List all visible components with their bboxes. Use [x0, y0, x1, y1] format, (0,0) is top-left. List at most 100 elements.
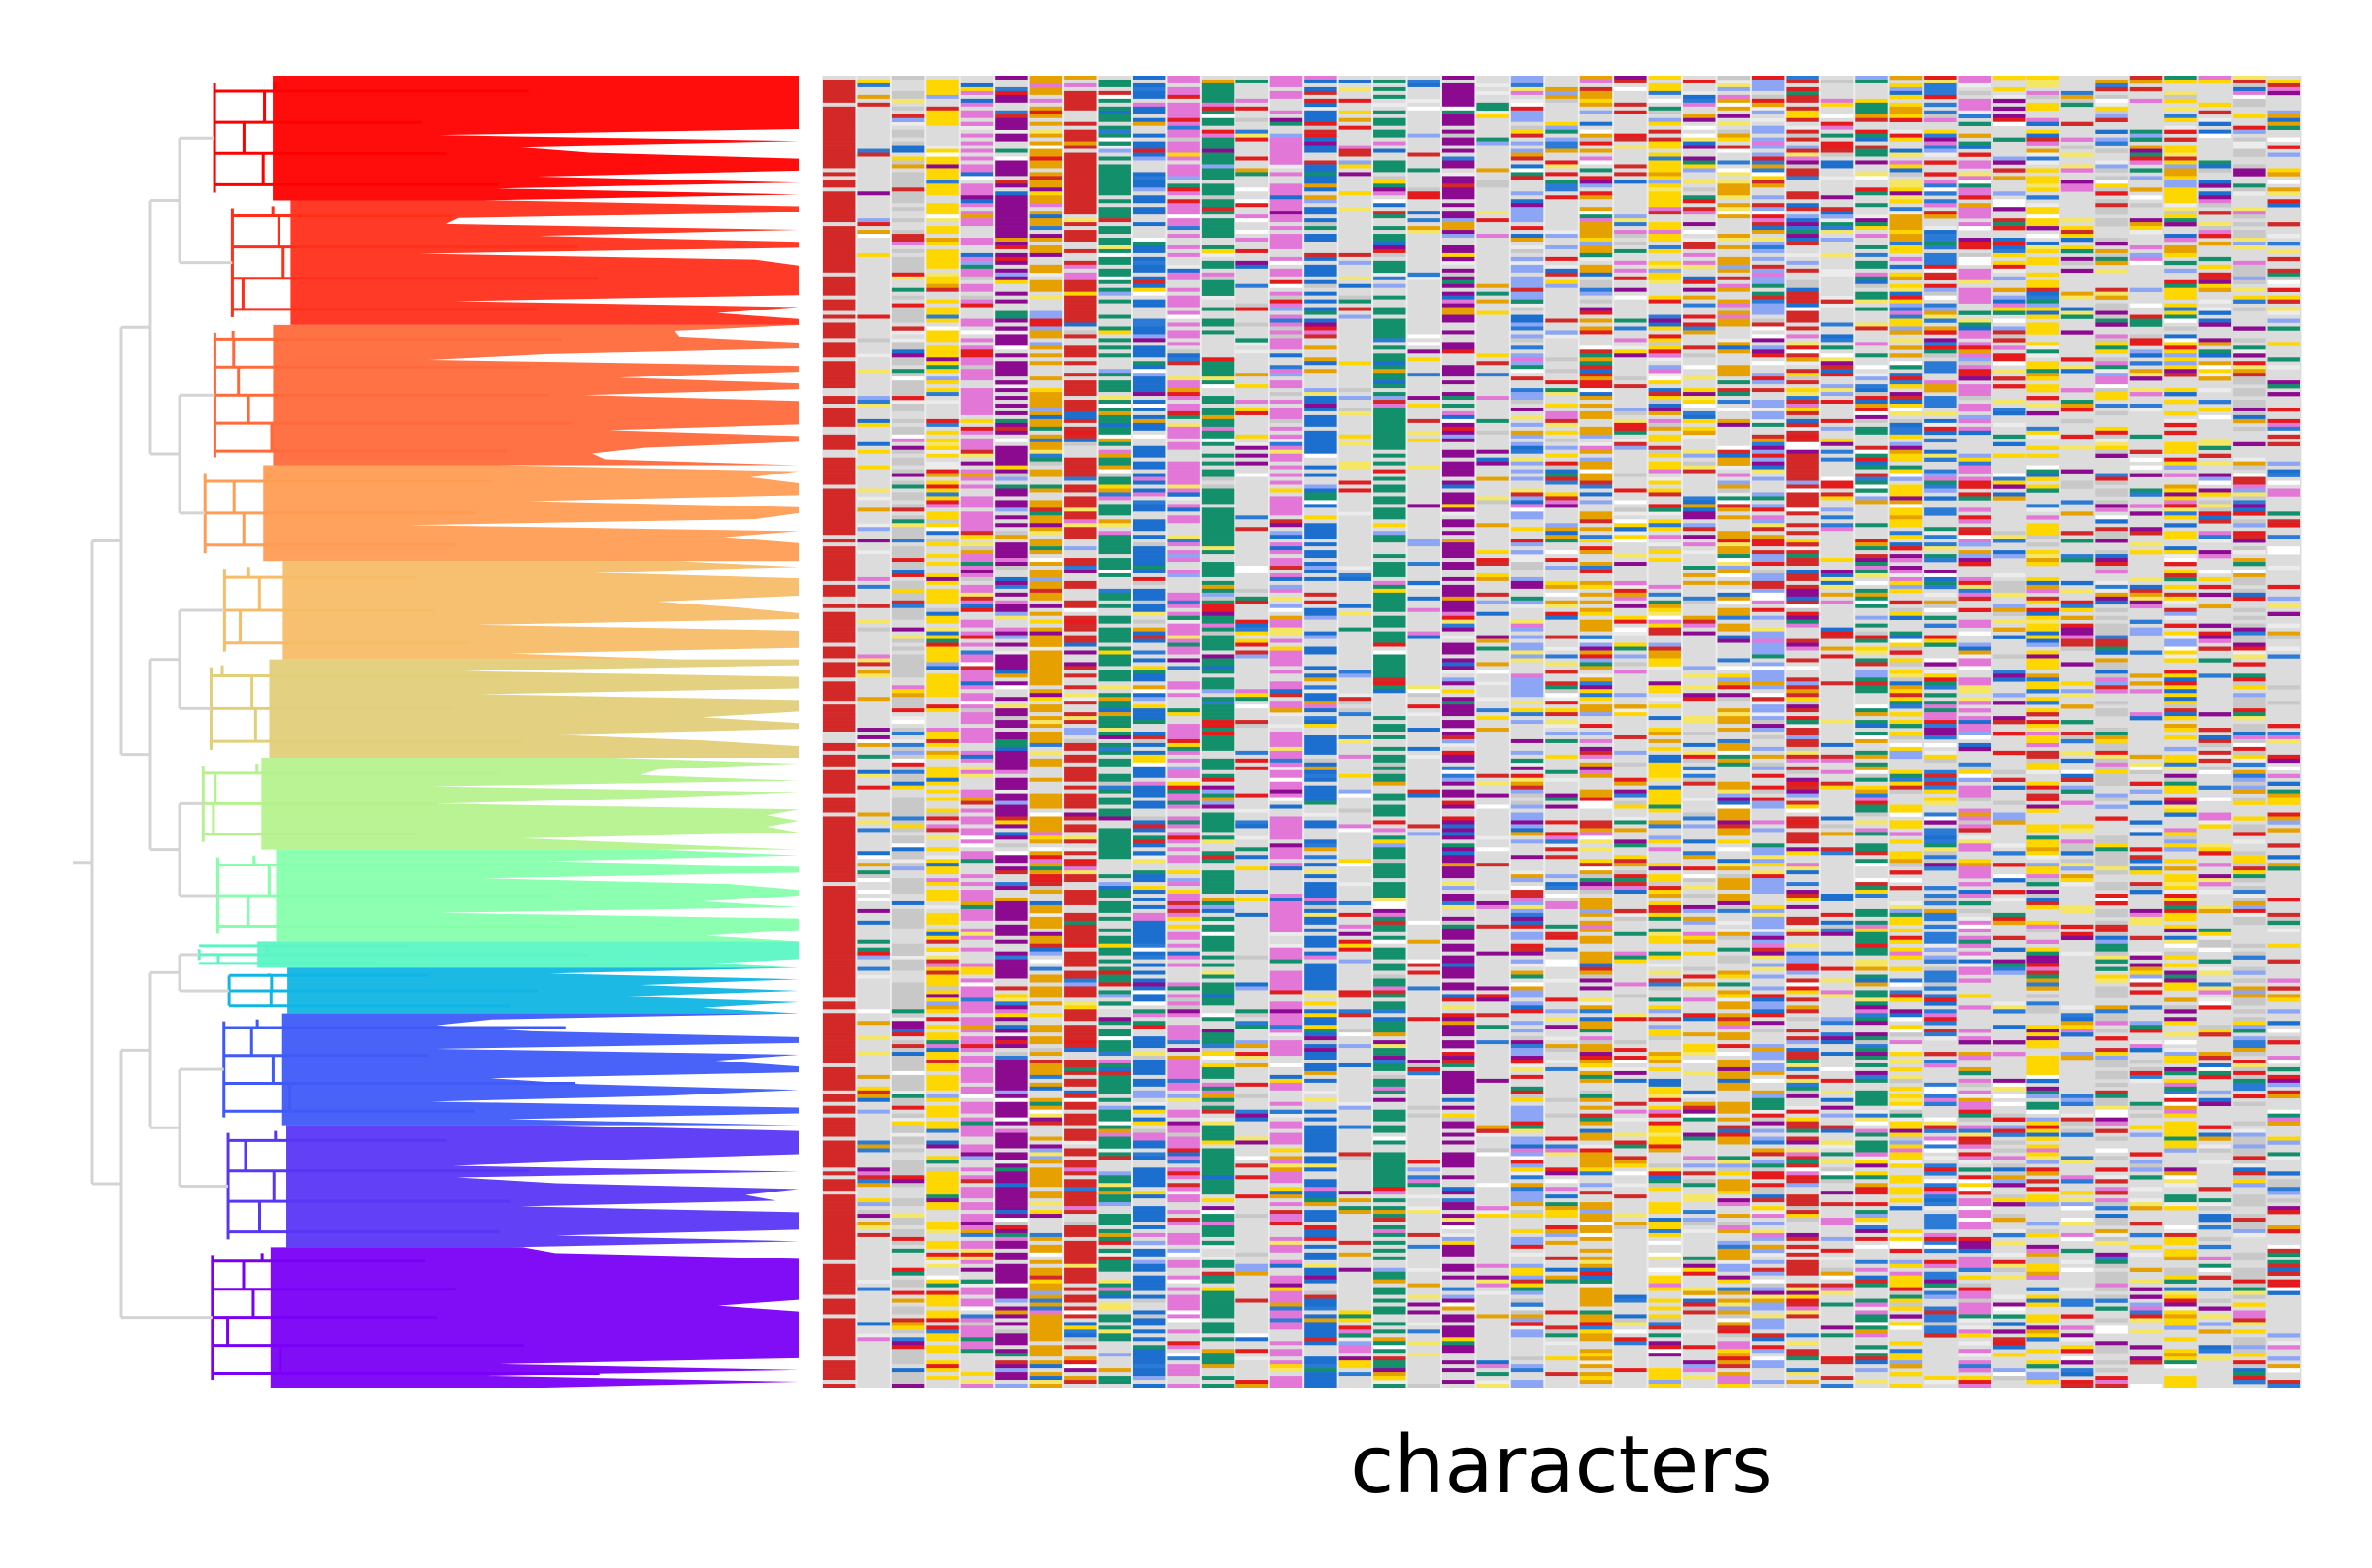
heatmap-cell [926, 1148, 959, 1153]
heatmap-cell [857, 307, 890, 311]
heatmap-cell [857, 531, 890, 536]
heatmap-cell [1304, 500, 1337, 505]
heatmap-cell [926, 916, 959, 922]
heatmap-cell [1029, 1345, 1063, 1350]
heatmap-cell [960, 566, 994, 571]
heatmap-cell [1304, 461, 1337, 466]
heatmap-cell [823, 1109, 856, 1114]
heatmap-cell [1201, 1152, 1235, 1157]
heatmap-cell [926, 234, 959, 239]
heatmap-cell [1098, 1105, 1131, 1110]
heatmap-cell [1201, 1263, 1235, 1269]
heatmap-cell [1064, 804, 1097, 809]
heatmap-cell [995, 234, 1028, 239]
heatmap-cell [1132, 307, 1166, 311]
heatmap-cell [891, 935, 925, 941]
heatmap-cell [1029, 758, 1063, 764]
heatmap-cell [1064, 226, 1097, 231]
heatmap-cell [1098, 542, 1131, 547]
heatmap-cell [926, 646, 959, 651]
heatmap-cell [926, 738, 959, 744]
heatmap-cell [1064, 1218, 1097, 1223]
heatmap-cell [926, 642, 959, 647]
heatmap-cell [926, 1384, 959, 1388]
heatmap-cell [1269, 1333, 1303, 1338]
heatmap-cell [995, 635, 1028, 639]
heatmap-cell [1304, 484, 1337, 489]
heatmap-cell [1235, 504, 1268, 508]
heatmap-cell [823, 959, 856, 964]
heatmap-cell [995, 473, 1028, 477]
heatmap-cell [960, 785, 994, 790]
heatmap-cell [857, 76, 890, 81]
heatmap-cell [1167, 473, 1200, 477]
heatmap-cell [823, 1244, 856, 1250]
heatmap-cell [995, 562, 1028, 567]
heatmap-cell [857, 886, 890, 891]
heatmap-cell [823, 527, 856, 532]
heatmap-cell [1132, 203, 1166, 208]
heatmap-cell [995, 1101, 1028, 1107]
heatmap-cell [926, 1372, 959, 1377]
heatmap-cell [1235, 357, 1268, 362]
heatmap-cell [1029, 1191, 1063, 1195]
heatmap-cell [926, 1275, 959, 1280]
heatmap-cell [960, 86, 994, 92]
heatmap-cell [1201, 604, 1235, 609]
heatmap-cell [1304, 396, 1337, 401]
heatmap-cell [1064, 912, 1097, 918]
heatmap-cell [1064, 604, 1097, 609]
heatmap-cell [1235, 689, 1268, 694]
clade-leaf-band [287, 967, 799, 1014]
heatmap-cell [1235, 592, 1268, 598]
heatmap-cell [1269, 670, 1303, 674]
heatmap-cell [926, 1206, 959, 1211]
heatmap-cell [1201, 496, 1235, 501]
heatmap-cell [823, 1021, 856, 1026]
heatmap-cell [1235, 800, 1268, 805]
heatmap-cell [857, 607, 890, 613]
heatmap-cell [1029, 125, 1063, 130]
heatmap-cell [1064, 187, 1097, 192]
heatmap-cell [1064, 1271, 1097, 1276]
heatmap-cell [1064, 720, 1097, 725]
heatmap-cell [1064, 970, 1097, 975]
heatmap-cell [1029, 882, 1063, 887]
heatmap-cell [1167, 1306, 1200, 1311]
heatmap-cell [1235, 507, 1268, 512]
heatmap-cell [1029, 812, 1063, 817]
heatmap-cell [1064, 1256, 1097, 1261]
heatmap-cell [1098, 658, 1131, 663]
heatmap-cell [995, 168, 1028, 173]
heatmap-cell [1201, 607, 1235, 613]
heatmap-cell [1269, 207, 1303, 212]
heatmap-cell [1132, 766, 1166, 771]
heatmap-cell [823, 777, 856, 782]
heatmap-cell [823, 878, 856, 883]
heatmap-cell [1235, 804, 1268, 809]
heatmap-cell [891, 947, 925, 952]
heatmap-cell [1132, 978, 1166, 983]
heatmap-cell [891, 492, 925, 497]
heatmap-cell [960, 697, 994, 702]
heatmap-cell [926, 1040, 959, 1045]
heatmap-cell [1167, 812, 1200, 817]
heatmap-cell [823, 248, 856, 254]
heatmap-cell [1167, 106, 1200, 112]
heatmap-cell [926, 469, 959, 474]
heatmap-cell [1201, 1097, 1235, 1103]
heatmap-cell [1201, 79, 1235, 84]
heatmap-cell [1167, 878, 1200, 883]
heatmap-cell [1064, 117, 1097, 123]
heatmap-cell [926, 441, 959, 447]
heatmap-cell [926, 176, 959, 180]
heatmap-cell [1064, 1314, 1097, 1319]
heatmap-cell [1064, 843, 1097, 848]
heatmap-cell [1201, 145, 1235, 149]
heatmap-cell [1029, 1032, 1063, 1037]
heatmap-cell [1029, 928, 1063, 933]
heatmap-cell [960, 276, 994, 281]
heatmap-cell [857, 137, 890, 142]
heatmap-cell [1132, 484, 1166, 489]
heatmap-cell [891, 959, 925, 964]
